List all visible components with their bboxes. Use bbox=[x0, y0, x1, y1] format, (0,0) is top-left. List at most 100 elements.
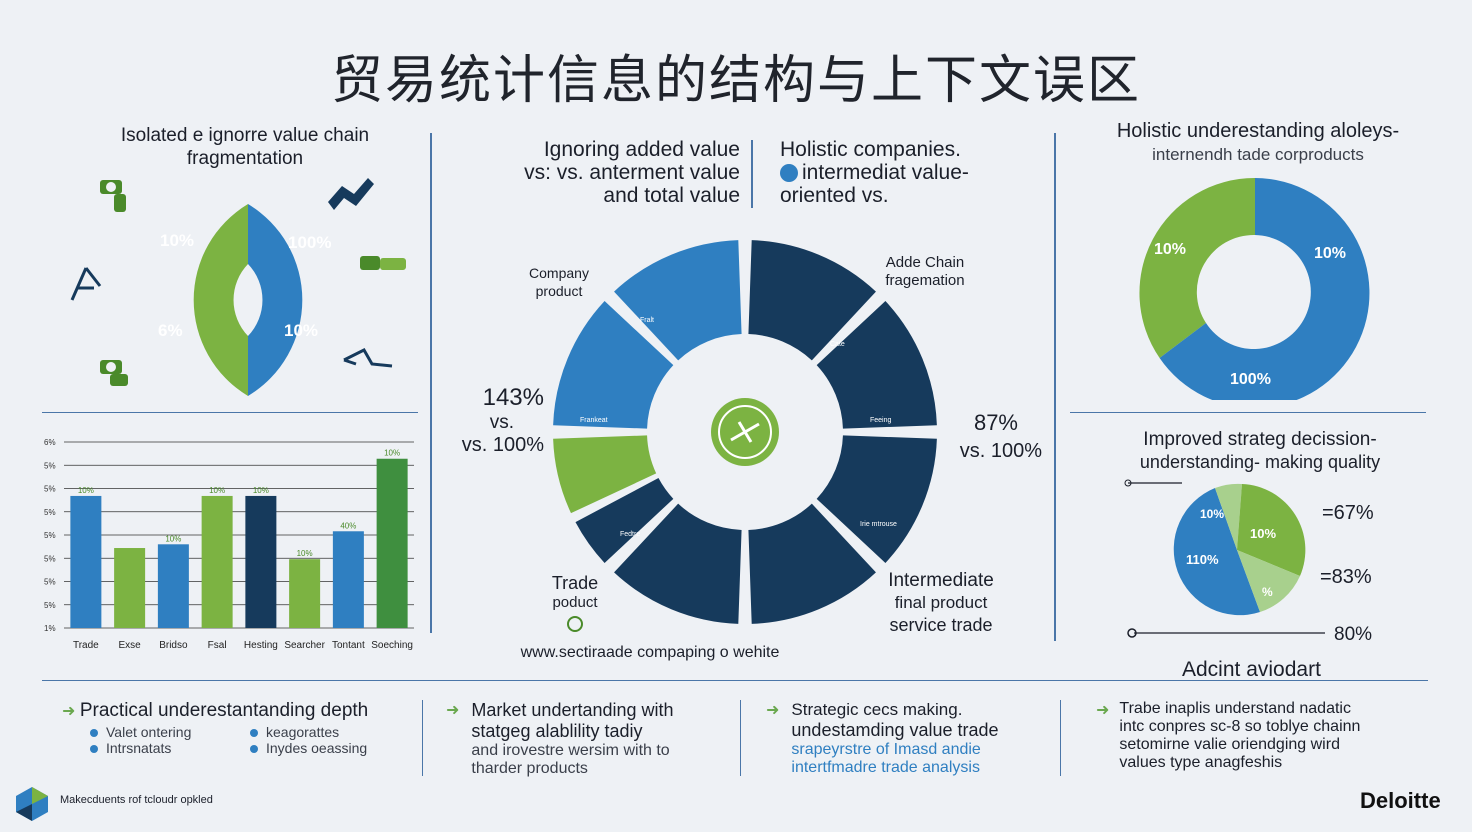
pie-slice-green bbox=[1237, 484, 1306, 576]
bottom-divider-1 bbox=[422, 700, 423, 776]
bar-chart-y-tick: 5% bbox=[44, 578, 56, 587]
bottom-col4-line-2: intc conpres sc-8 so toblye chainn bbox=[1119, 718, 1361, 735]
bar-chart: 6% 5% 5% 5% 5% 5% 5% 5% 1% 10% Trade Exse 10% Bridso 1… bbox=[44, 438, 414, 651]
right-pie-chart: 10% 10% 110% % bbox=[1124, 479, 1325, 638]
bottom-col4-line-1: Trabe inaplis understand nadatic bbox=[1119, 700, 1351, 717]
divider-horizontal-right bbox=[1070, 412, 1426, 413]
left-header-line-1: Isolated e ignorre value chain bbox=[120, 125, 370, 146]
center-donut-segment bbox=[575, 478, 674, 563]
arrow-bullet-icon-2: ➜ bbox=[446, 702, 460, 719]
link-arrows-icon bbox=[343, 348, 393, 368]
center-label-top-left-line-1: Company bbox=[529, 265, 589, 281]
center-header-right: Holistic companies. intermediat value- o… bbox=[780, 138, 1040, 207]
money-hand-icon-2 bbox=[100, 360, 128, 386]
bottom-col2-line-1: Market undertanding with bbox=[471, 700, 674, 720]
center-header-left: Ignoring added value vs: vs. anterment v… bbox=[460, 138, 740, 207]
bar-chart-bar bbox=[70, 495, 102, 628]
bar-chart-y-tick: 5% bbox=[44, 508, 56, 517]
network-arrows-icon bbox=[70, 267, 102, 301]
center-donut-segment bbox=[614, 240, 742, 361]
bottom-col1-item: Valet ontering bbox=[90, 724, 250, 740]
arrow-bullet-icon-4: ➜ bbox=[1096, 702, 1110, 719]
bar-chart-value-label: 10% bbox=[209, 486, 225, 495]
exchange-icon bbox=[360, 256, 406, 270]
bar-chart-bar bbox=[157, 544, 189, 628]
dot-icon bbox=[250, 745, 258, 753]
right-donut-chart: 10% 10% 100% bbox=[1139, 177, 1370, 400]
bar-chart-category-label: Searcher bbox=[284, 640, 325, 651]
left-donut-label-bl: 6% bbox=[158, 321, 183, 340]
bar-chart-bar bbox=[201, 495, 233, 628]
right-donut-green-segment bbox=[1139, 177, 1255, 358]
bar-chart-bar bbox=[245, 495, 277, 628]
bar-chart-value-label: 10% bbox=[384, 449, 400, 458]
bottom-col2-line-4: tharder products bbox=[471, 760, 588, 777]
bottom-divider-3 bbox=[1060, 700, 1061, 776]
center-donut-segment bbox=[816, 435, 937, 563]
right-header-line-2: internendh tade corproducts bbox=[1152, 145, 1364, 164]
bar-chart-category-label: Bridso bbox=[159, 640, 188, 651]
bottom-col1-items-right: keagorattes Inydes oeassing bbox=[250, 724, 410, 756]
center-donut-slice-label: Feeing bbox=[870, 417, 892, 424]
arrow-bullet-icon-1: ➜ bbox=[62, 703, 76, 720]
bottom-col-4: ➜ Trabe inaplis understand nadatic intc … bbox=[1096, 700, 1436, 772]
bar-chart-y-tick: 5% bbox=[44, 461, 56, 470]
pie-slice-lightgreen-top bbox=[1215, 483, 1242, 550]
center-donut-segment bbox=[553, 435, 657, 514]
center-donut-segment bbox=[748, 503, 876, 624]
divider-vertical-3 bbox=[1054, 133, 1056, 641]
bottom-col1-item-text: Valet ontering bbox=[106, 724, 192, 740]
bottom-col-1: ➜ Practical underestantanding depth Vale… bbox=[62, 700, 412, 756]
bottom-col-3: ➜ Strategic cecs making. undestamding va… bbox=[766, 700, 1056, 777]
center-donut-slice-label: Fedtre bbox=[620, 531, 640, 538]
center-header-right-line-2: intermediat value- bbox=[802, 161, 969, 184]
center-website[interactable]: www.sectiraade compaping o wehite bbox=[520, 644, 780, 661]
center-label-top-right-line-1: Adde Chain bbox=[885, 254, 965, 271]
bottom-col1-item: Inydes oeassing bbox=[250, 740, 410, 756]
right-footnote: Adcint aviodart bbox=[1182, 658, 1321, 681]
pie-label-1: 10% bbox=[1200, 507, 1224, 521]
bottom-col3-line-2: undestamding value trade bbox=[791, 720, 999, 740]
center-label-bottom-right-line-2: final product bbox=[894, 593, 988, 612]
bottom-col1-item-text: Intrsnatats bbox=[106, 740, 172, 756]
right-pie-header-line-2: understanding- making quality bbox=[1139, 452, 1381, 472]
bar-chart-y-tick: 5% bbox=[44, 601, 56, 610]
handshake-icon bbox=[328, 178, 374, 210]
pie-stat-1: =67% bbox=[1322, 502, 1374, 524]
center-emblem-ring bbox=[718, 405, 772, 459]
divider-vertical-1 bbox=[430, 133, 432, 633]
money-hand-icon bbox=[100, 180, 126, 212]
center-label-bottom-left-line-2: poduct bbox=[552, 594, 598, 611]
right-donut-label-tl: 10% bbox=[1154, 241, 1186, 258]
center-header-left-line-1: Ignoring added value bbox=[543, 138, 740, 161]
center-donut-segment bbox=[816, 301, 937, 429]
center-left-stat: 143% vs. vs. 100% bbox=[452, 384, 544, 456]
bottom-col4-line-4: values type anagfeshis bbox=[1119, 754, 1283, 771]
bottom-col1-item-text: Inydes oeassing bbox=[266, 740, 368, 756]
center-donut-slice-label: Fralt bbox=[640, 317, 654, 324]
center-header-right-line-1: Holistic companies. bbox=[780, 138, 961, 161]
bar-chart-value-label: 40% bbox=[340, 521, 356, 530]
dot-icon bbox=[90, 729, 98, 737]
center-donut-slice-label: Frankeat bbox=[580, 417, 608, 424]
pie-connector-top-dot bbox=[1124, 479, 1132, 487]
center-label-bottom-right: Intermediate final product service trade bbox=[876, 570, 1006, 636]
bar-chart-y-tick: 1% bbox=[44, 624, 56, 633]
right-pie-header: Improved strateg decission- understandin… bbox=[1090, 428, 1430, 474]
bottom-col4-line-3: setomirne valie oriendging wird bbox=[1119, 736, 1340, 753]
pie-slice-lightgreen-bottom bbox=[1237, 550, 1300, 612]
center-label-top-left: Company product bbox=[516, 264, 602, 300]
pie-label-4: % bbox=[1262, 585, 1273, 599]
bottom-col3-line-3: srapeyrstre of Imasd andie bbox=[791, 741, 981, 758]
center-label-top-left-line-2: product bbox=[535, 283, 583, 299]
bar-chart-y-tick: 5% bbox=[44, 554, 56, 563]
center-header-right-line-2-wrap: intermediat value- bbox=[780, 161, 1040, 184]
pie-label-3: 110% bbox=[1186, 552, 1219, 567]
leaf-icon bbox=[567, 616, 583, 632]
center-header-left-line-2: vs: vs. anterment value bbox=[524, 161, 740, 184]
bottom-col1-items: Valet ontering Intrsnatats keagorattes I… bbox=[90, 724, 412, 756]
left-donut-label-br: 10% bbox=[284, 321, 318, 340]
center-right-stat-compare: vs. 100% bbox=[959, 440, 1042, 462]
left-donut-label-tr: 100% bbox=[288, 233, 331, 252]
bar-chart-category-label: Soeching bbox=[371, 640, 413, 651]
